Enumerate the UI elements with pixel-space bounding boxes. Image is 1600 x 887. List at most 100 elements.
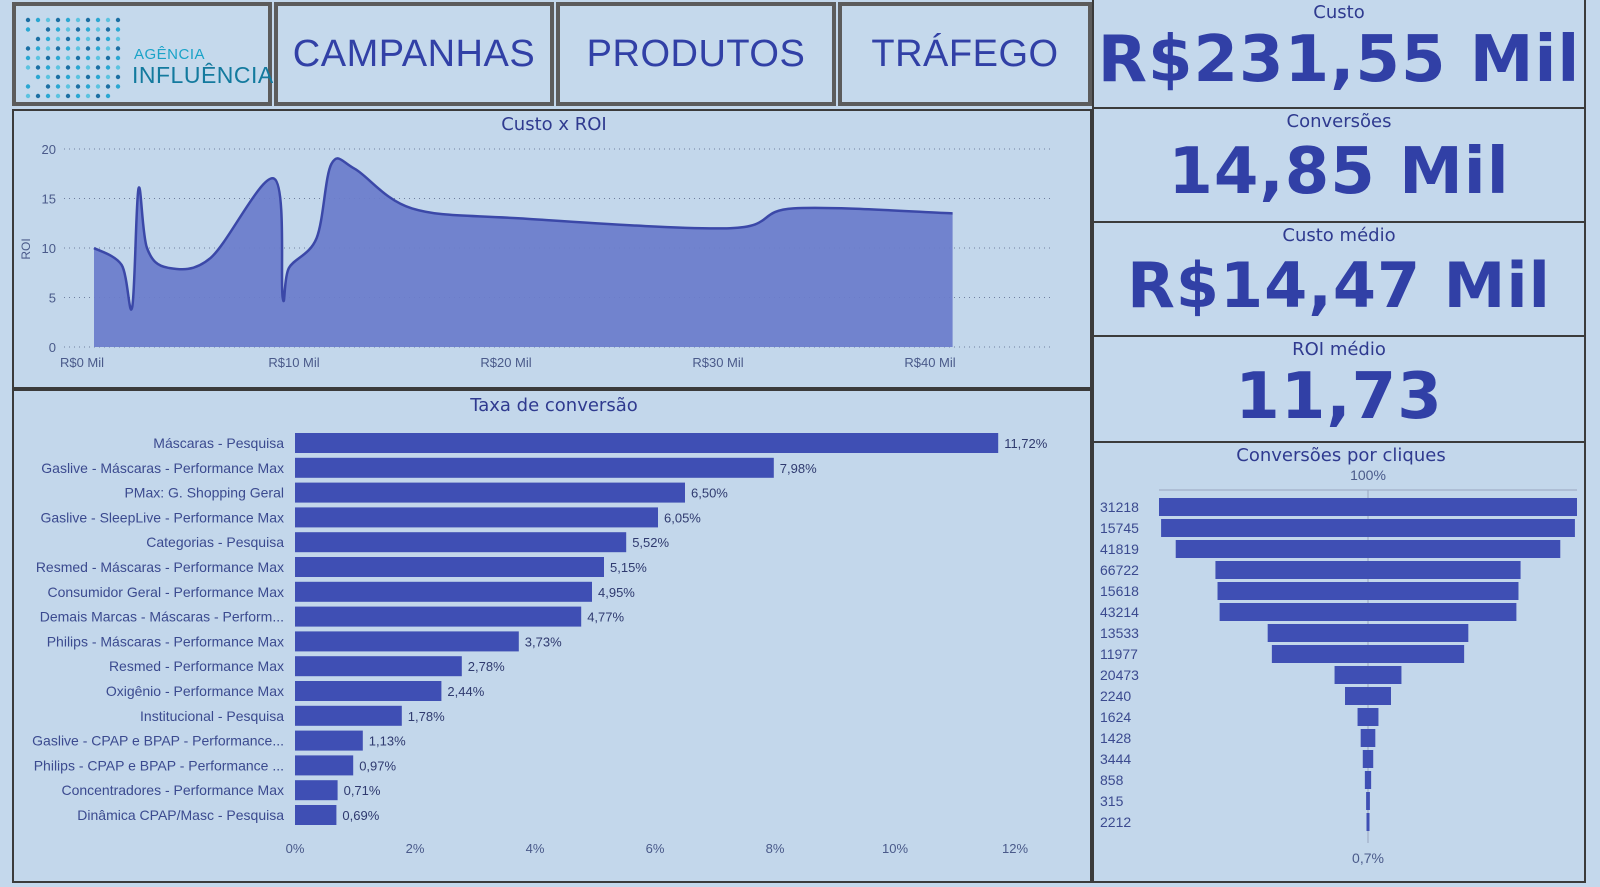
logo-dots-icon <box>22 14 130 104</box>
logo-dot <box>76 27 80 31</box>
logo-dot <box>36 65 40 69</box>
nav-trafego-button[interactable]: TRÁFEGO <box>838 2 1092 106</box>
funnel-bar <box>1268 624 1469 642</box>
logo-dot <box>56 75 60 79</box>
y-axis-label: ROI <box>19 238 33 259</box>
kpi-custo-medio-card: Custo médio R$14,47 Mil <box>1092 223 1586 337</box>
logo-dot <box>96 75 100 79</box>
bar <box>295 656 462 676</box>
funnel-category-label: 15618 <box>1100 583 1139 599</box>
logo-dot <box>26 65 30 69</box>
bar-category-label: Máscaras - Pesquisa <box>153 435 284 451</box>
bar-data-label: 6,05% <box>664 510 701 525</box>
logo-dot <box>26 56 30 60</box>
logo-dot <box>56 65 60 69</box>
funnel-bar <box>1358 708 1379 726</box>
funnel-bar <box>1218 582 1519 600</box>
y-tick-label: 10 <box>42 241 56 256</box>
funnel-bar <box>1365 771 1371 789</box>
bar-data-label: 4,95% <box>598 585 635 600</box>
funnel-bottom-label: 0,7% <box>1352 850 1384 866</box>
bar-category-label: Resmed - Performance Max <box>109 658 284 674</box>
bar-data-label: 6,50% <box>691 486 728 501</box>
bar-category-label: Categorias - Pesquisa <box>146 534 284 550</box>
funnel-bar <box>1345 687 1391 705</box>
nav-produtos-button[interactable]: PRODUTOS <box>556 2 836 106</box>
kpi-conversoes-title: Conversões <box>1094 111 1584 132</box>
x-tick-label: R$40 Mil <box>904 355 955 370</box>
bar-category-label: Oxigênio - Performance Max <box>106 683 284 699</box>
logo-dot <box>46 18 50 22</box>
bar-data-label: 5,52% <box>632 535 669 550</box>
logo-dot <box>26 46 30 50</box>
kpi-conversoes-value: 14,85 Mil <box>1094 132 1584 212</box>
funnel-category-label: 43214 <box>1100 604 1139 620</box>
bar-data-label: 1,13% <box>369 734 406 749</box>
funnel-bar <box>1366 792 1370 810</box>
funnel-category-label: 315 <box>1100 793 1124 809</box>
funnel-bar <box>1159 498 1577 516</box>
logo-dot <box>106 56 110 60</box>
funnel-bar <box>1215 561 1520 579</box>
logo-dot <box>36 75 40 79</box>
funnel-category-label: 20473 <box>1100 667 1139 683</box>
taxa-conversao-chart: Máscaras - Pesquisa 11,72%Gaslive - Másca… <box>14 391 1090 881</box>
bar-category-label: Gaslive - SleepLive - Performance Max <box>40 509 284 525</box>
funnel-category-label: 2240 <box>1100 688 1131 704</box>
funnel-category-label: 1428 <box>1100 730 1131 746</box>
logo-line1: AGÊNCIA <box>134 46 205 63</box>
logo-dot <box>86 46 90 50</box>
taxa-conversao-panel: Taxa de conversão Máscaras - Pesquisa 11,… <box>12 389 1092 883</box>
logo-dot <box>46 94 50 98</box>
kpi-custo-value: R$231,55 Mil <box>1094 23 1584 97</box>
logo-dot <box>116 56 120 60</box>
y-tick-label: 5 <box>49 291 56 306</box>
x-tick-label: 12% <box>1002 841 1028 856</box>
funnel-category-label: 3444 <box>1100 751 1131 767</box>
funnel-category-label: 31218 <box>1100 499 1139 515</box>
logo-dot <box>76 56 80 60</box>
funnel-category-label: 13533 <box>1100 625 1139 641</box>
logo-dot <box>26 27 30 31</box>
logo-dot <box>86 75 90 79</box>
logo-dot <box>46 27 50 31</box>
funnel-bar <box>1363 750 1373 768</box>
kpi-custo-medio-title: Custo médio <box>1094 225 1584 246</box>
logo-dot <box>76 18 80 22</box>
x-tick-label: 10% <box>882 841 908 856</box>
bar <box>295 532 626 552</box>
funnel-category-label: 11977 <box>1100 646 1138 662</box>
roi-area <box>94 158 953 347</box>
logo-dot <box>76 65 80 69</box>
funnel-category-label: 15745 <box>1100 520 1139 536</box>
logo-dot <box>96 37 100 41</box>
logo-dot <box>36 46 40 50</box>
bar-data-label: 0,69% <box>342 808 379 823</box>
funnel-bar <box>1272 645 1464 663</box>
logo-dot <box>96 56 100 60</box>
bar <box>295 483 685 503</box>
x-tick-label: 4% <box>526 841 545 856</box>
logo-dot <box>86 56 90 60</box>
logo-dot <box>36 94 40 98</box>
x-tick-label: R$20 Mil <box>480 355 531 370</box>
nav-campanhas-button[interactable]: CAMPANHAS <box>274 2 554 106</box>
bar-data-label: 1,78% <box>408 709 445 724</box>
funnel-category-label: 1624 <box>1100 709 1131 725</box>
logo-dot <box>56 18 60 22</box>
logo-dot <box>76 75 80 79</box>
bar <box>295 458 774 478</box>
logo-dot <box>36 18 40 22</box>
logo-dot <box>116 65 120 69</box>
bar-category-label: Resmed - Máscaras - Performance Max <box>36 559 284 575</box>
y-tick-label: 20 <box>42 142 56 157</box>
logo-dot <box>116 84 120 88</box>
logo-dot <box>116 37 120 41</box>
logo-dot <box>86 18 90 22</box>
logo-dot <box>86 94 90 98</box>
logo-dot <box>76 46 80 50</box>
logo-dot <box>116 18 120 22</box>
logo-dot <box>96 27 100 31</box>
bar <box>295 706 402 726</box>
funnel-bar <box>1361 729 1376 747</box>
